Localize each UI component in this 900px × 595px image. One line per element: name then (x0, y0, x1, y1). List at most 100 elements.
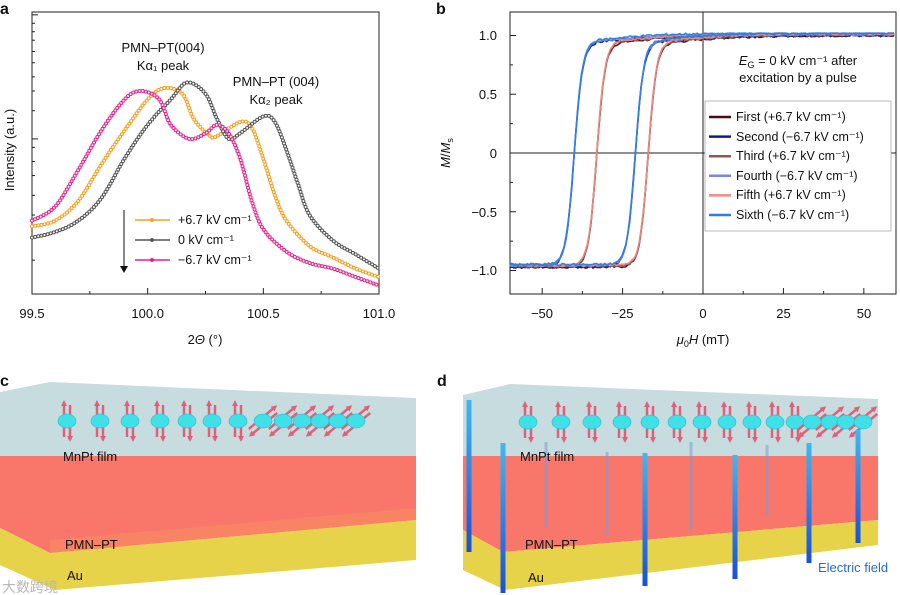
data-point (80, 193, 85, 198)
arrow-head-icon (555, 401, 561, 407)
data-point (84, 154, 89, 159)
data-point (127, 148, 132, 153)
arrow-head-icon (837, 406, 845, 413)
arrow-head-icon (120, 266, 128, 273)
data-point (94, 202, 99, 207)
atom-sphere (612, 414, 632, 430)
x-axis-label-a: 2Θ (°) (188, 332, 223, 347)
arrow-head-icon (775, 437, 781, 443)
label-mnpt-film: MnPt film (63, 449, 117, 464)
atom-sphere (202, 413, 222, 429)
data-point (76, 168, 81, 173)
data-point (220, 124, 225, 129)
data-point (313, 262, 318, 267)
data-point (112, 142, 117, 147)
data-point (159, 86, 164, 91)
data-point (158, 107, 163, 112)
atom-sphere (150, 413, 170, 429)
x-tick-label: 100.0 (131, 306, 164, 321)
data-point (134, 89, 139, 94)
data-point (108, 181, 113, 186)
data-point (180, 91, 185, 96)
data-point (284, 219, 289, 224)
arrow-head-icon (61, 400, 67, 406)
data-point (168, 86, 173, 91)
data-point (44, 211, 49, 216)
data-point (100, 126, 105, 131)
data-point (67, 208, 72, 213)
data-point (334, 241, 339, 246)
data-point (201, 132, 206, 137)
atom-sphere (120, 413, 140, 429)
data-point (237, 131, 242, 136)
data-point (74, 170, 79, 175)
data-point (126, 94, 131, 99)
data-point (100, 161, 105, 166)
data-point (81, 191, 86, 196)
data-point (66, 184, 71, 189)
data-point (57, 216, 62, 221)
data-point (267, 235, 272, 240)
data-point (218, 131, 223, 136)
data-point (313, 221, 318, 226)
data-point (94, 169, 99, 174)
data-point (77, 165, 82, 170)
x-tick-label: 99.5 (19, 306, 44, 321)
data-point (250, 121, 255, 126)
data-point (261, 227, 266, 232)
data-point (177, 86, 182, 91)
data-point (245, 125, 250, 130)
data-point (229, 124, 234, 129)
atom-sphere (853, 414, 873, 430)
data-point (203, 91, 208, 96)
au-layer (463, 520, 878, 590)
y-tick-label: −1.0 (471, 263, 497, 278)
diagram-c: MnPt film PMN–PT Au 大数跨境 (0, 382, 416, 595)
data-point (59, 214, 64, 219)
arrow-head-icon (848, 431, 856, 438)
data-point (353, 252, 358, 257)
electric-field-line (544, 442, 548, 528)
data-point (119, 162, 124, 167)
data-point (96, 132, 101, 137)
electric-field-line (806, 443, 812, 563)
data-point (88, 145, 93, 150)
atom-sphere (692, 414, 712, 430)
data-point (114, 170, 119, 175)
data-point (269, 115, 274, 120)
data-point (329, 266, 334, 271)
data-point (243, 119, 248, 124)
data-point (154, 112, 159, 117)
data-point (72, 173, 77, 178)
data-point (326, 265, 331, 270)
data-point (121, 129, 126, 134)
ticks-b (510, 35, 865, 294)
arrow-head-icon (206, 400, 212, 406)
y-axis-label-a: Intensity (a.u.) (2, 109, 17, 191)
data-point (315, 223, 320, 228)
arrow-head-icon (327, 405, 335, 412)
annotation-ka2: PMN–PT (004) (233, 74, 319, 89)
watermark: 大数跨境 (2, 579, 58, 595)
data-point (111, 176, 116, 181)
data-point (237, 120, 242, 125)
data-point (129, 119, 134, 124)
data-point (222, 132, 227, 137)
data-point (241, 167, 246, 172)
chart-a: 99.5 100.0 100.5 101.0 2Θ (°) Intensity … (2, 11, 395, 347)
data-point (194, 83, 199, 88)
data-point (225, 129, 230, 134)
data-point (196, 135, 201, 140)
data-point (54, 203, 59, 208)
electric-field-line (689, 442, 693, 530)
data-point (88, 180, 93, 185)
data-point (119, 132, 124, 137)
data-point (375, 265, 380, 270)
data-point (115, 105, 120, 110)
panel-label-c: c (0, 373, 9, 390)
arrow-head-icon (752, 437, 758, 443)
data-point (185, 80, 190, 85)
data-point (359, 255, 364, 260)
arrow-head-icon (870, 406, 878, 413)
data-point (74, 219, 79, 224)
